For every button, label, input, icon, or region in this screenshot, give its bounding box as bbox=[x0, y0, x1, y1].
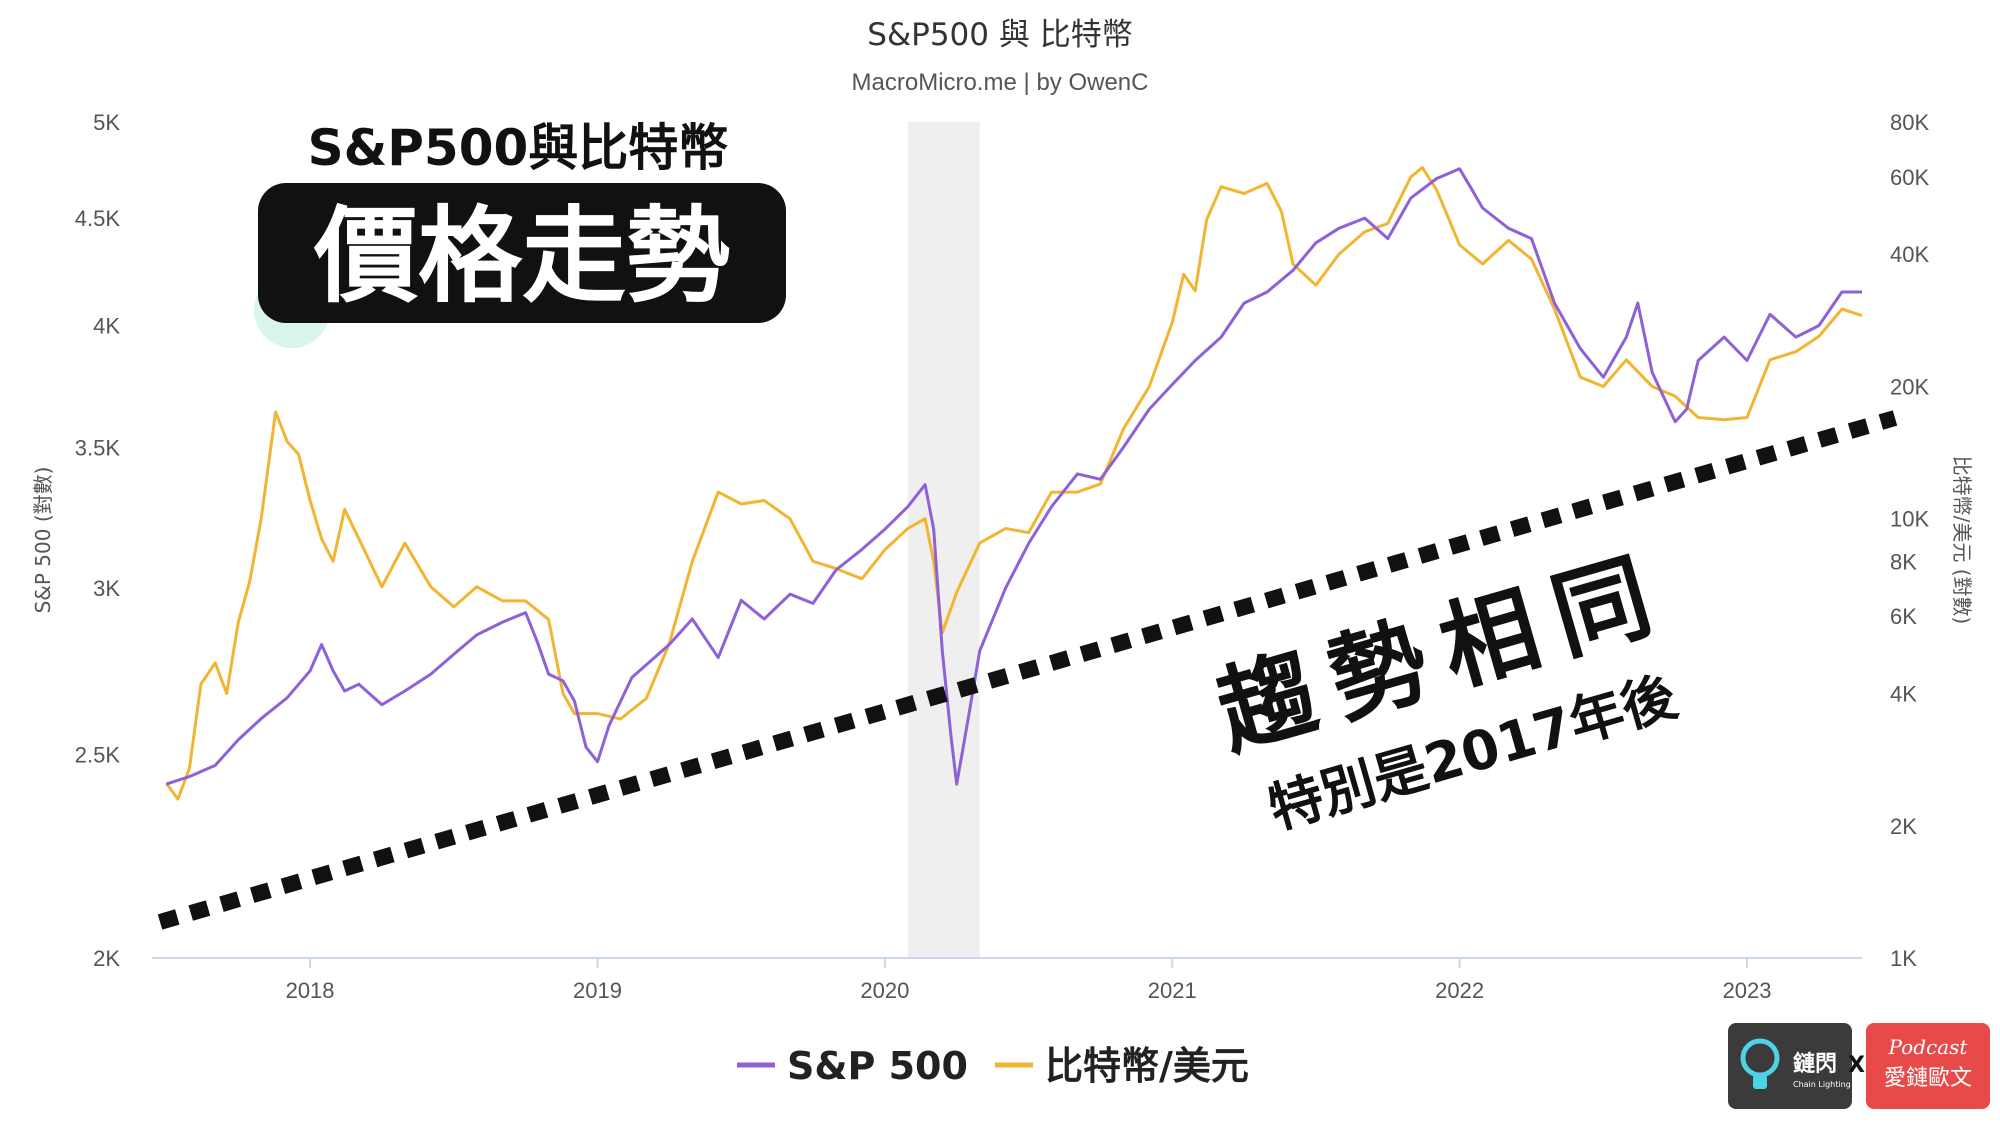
x-tick-label: 2018 bbox=[286, 978, 335, 1003]
right-axis-label: 比特幣/美元 (對數) bbox=[1950, 456, 1974, 625]
right-tick-label: 60K bbox=[1890, 165, 1929, 190]
left-tick-label: 4.5K bbox=[75, 206, 121, 231]
left-axis-ticks: 2K 2.5K 3K 3.5K 4K 4.5K 5K bbox=[75, 110, 121, 971]
left-tick-label: 2K bbox=[93, 946, 120, 971]
logo-podcast: Podcast 愛鏈歐文 bbox=[1866, 1023, 1990, 1109]
overlay-big-text: 價格走勢 bbox=[313, 195, 730, 317]
right-tick-label: 1K bbox=[1890, 946, 1917, 971]
legend-label-btc: 比特幣/美元 bbox=[1045, 1044, 1249, 1088]
svg-text:Chain Lighting: Chain Lighting bbox=[1793, 1080, 1851, 1089]
x-tick-label: 2023 bbox=[1723, 978, 1772, 1003]
left-axis-label: S&P 500 (對數) bbox=[31, 467, 55, 614]
right-tick-label: 20K bbox=[1890, 374, 1929, 399]
overlay-big-box bbox=[258, 183, 786, 323]
trend-dotted-line bbox=[157, 410, 1898, 930]
left-tick-label: 3.5K bbox=[75, 435, 121, 460]
legend-label-spx: S&P 500 bbox=[787, 1044, 968, 1088]
x-tick-label: 2022 bbox=[1435, 978, 1484, 1003]
legend: S&P 500 比特幣/美元 bbox=[737, 1044, 1249, 1088]
x-tick-label: 2019 bbox=[573, 978, 622, 1003]
right-tick-label: 6K bbox=[1890, 604, 1917, 629]
right-tick-label: 40K bbox=[1890, 242, 1929, 267]
series-line-spx bbox=[165, 167, 1862, 786]
right-tick-label: 4K bbox=[1890, 682, 1917, 707]
overlay-top-text: S&P500與比特幣 bbox=[308, 119, 729, 177]
svg-text:愛鏈歐文: 愛鏈歐文 bbox=[1884, 1066, 1972, 1091]
svg-text:Podcast: Podcast bbox=[1888, 1035, 1969, 1059]
right-tick-label: 80K bbox=[1890, 110, 1929, 135]
right-axis-ticks: 1K 2K 4K 6K 8K 10K 20K 40K 60K 80K bbox=[1890, 110, 1929, 971]
x-tick-label: 2020 bbox=[860, 978, 909, 1003]
left-tick-label: 3K bbox=[93, 576, 120, 601]
left-tick-label: 5K bbox=[93, 110, 120, 135]
right-tick-label: 8K bbox=[1890, 549, 1917, 574]
left-tick-label: 2.5K bbox=[75, 742, 121, 767]
chart-title: S&P500 與 比特幣 bbox=[867, 17, 1132, 53]
logo-x: X bbox=[1848, 1053, 1865, 1078]
chart-subtitle: MacroMicro.me | by OwenC bbox=[852, 69, 1149, 96]
logo-chain-lighting: 鏈閃 Chain Lighting bbox=[1728, 1023, 1852, 1109]
shaded-region bbox=[907, 122, 980, 958]
left-tick-label: 4K bbox=[93, 314, 120, 339]
svg-text:鏈閃: 鏈閃 bbox=[1793, 1051, 1837, 1077]
x-tick-label: 2021 bbox=[1148, 978, 1197, 1003]
right-tick-label: 10K bbox=[1890, 507, 1929, 532]
x-axis-ticks: 2018 2019 2020 2021 2022 2023 bbox=[286, 958, 1772, 1003]
right-tick-label: 2K bbox=[1890, 814, 1917, 839]
